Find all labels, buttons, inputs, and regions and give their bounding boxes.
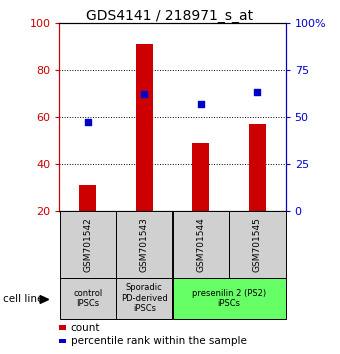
Bar: [249, 124, 266, 211]
Point: [198, 101, 204, 107]
Bar: [79, 185, 96, 211]
Text: GDS4141 / 218971_s_at: GDS4141 / 218971_s_at: [86, 9, 254, 23]
Text: control
IPSCs: control IPSCs: [73, 289, 102, 308]
Bar: [136, 44, 153, 211]
FancyBboxPatch shape: [229, 211, 286, 278]
Text: presenilin 2 (PS2)
iPSCs: presenilin 2 (PS2) iPSCs: [192, 289, 266, 308]
FancyBboxPatch shape: [173, 278, 286, 319]
Point: [255, 90, 260, 95]
Text: GSM701544: GSM701544: [196, 217, 205, 272]
Text: GSM701545: GSM701545: [253, 217, 262, 272]
FancyBboxPatch shape: [59, 211, 116, 278]
Text: GSM701543: GSM701543: [140, 217, 149, 272]
Point: [85, 120, 90, 125]
Point: [141, 91, 147, 97]
FancyBboxPatch shape: [116, 278, 172, 319]
Bar: [192, 143, 209, 211]
Text: Sporadic
PD-derived
iPSCs: Sporadic PD-derived iPSCs: [121, 283, 168, 313]
FancyBboxPatch shape: [59, 339, 66, 343]
FancyBboxPatch shape: [173, 211, 229, 278]
Text: cell line: cell line: [3, 294, 44, 304]
FancyBboxPatch shape: [59, 325, 66, 330]
Text: GSM701542: GSM701542: [83, 217, 92, 272]
Text: count: count: [71, 323, 100, 333]
Polygon shape: [40, 296, 49, 303]
FancyBboxPatch shape: [116, 211, 172, 278]
Text: percentile rank within the sample: percentile rank within the sample: [71, 336, 246, 346]
FancyBboxPatch shape: [59, 278, 116, 319]
